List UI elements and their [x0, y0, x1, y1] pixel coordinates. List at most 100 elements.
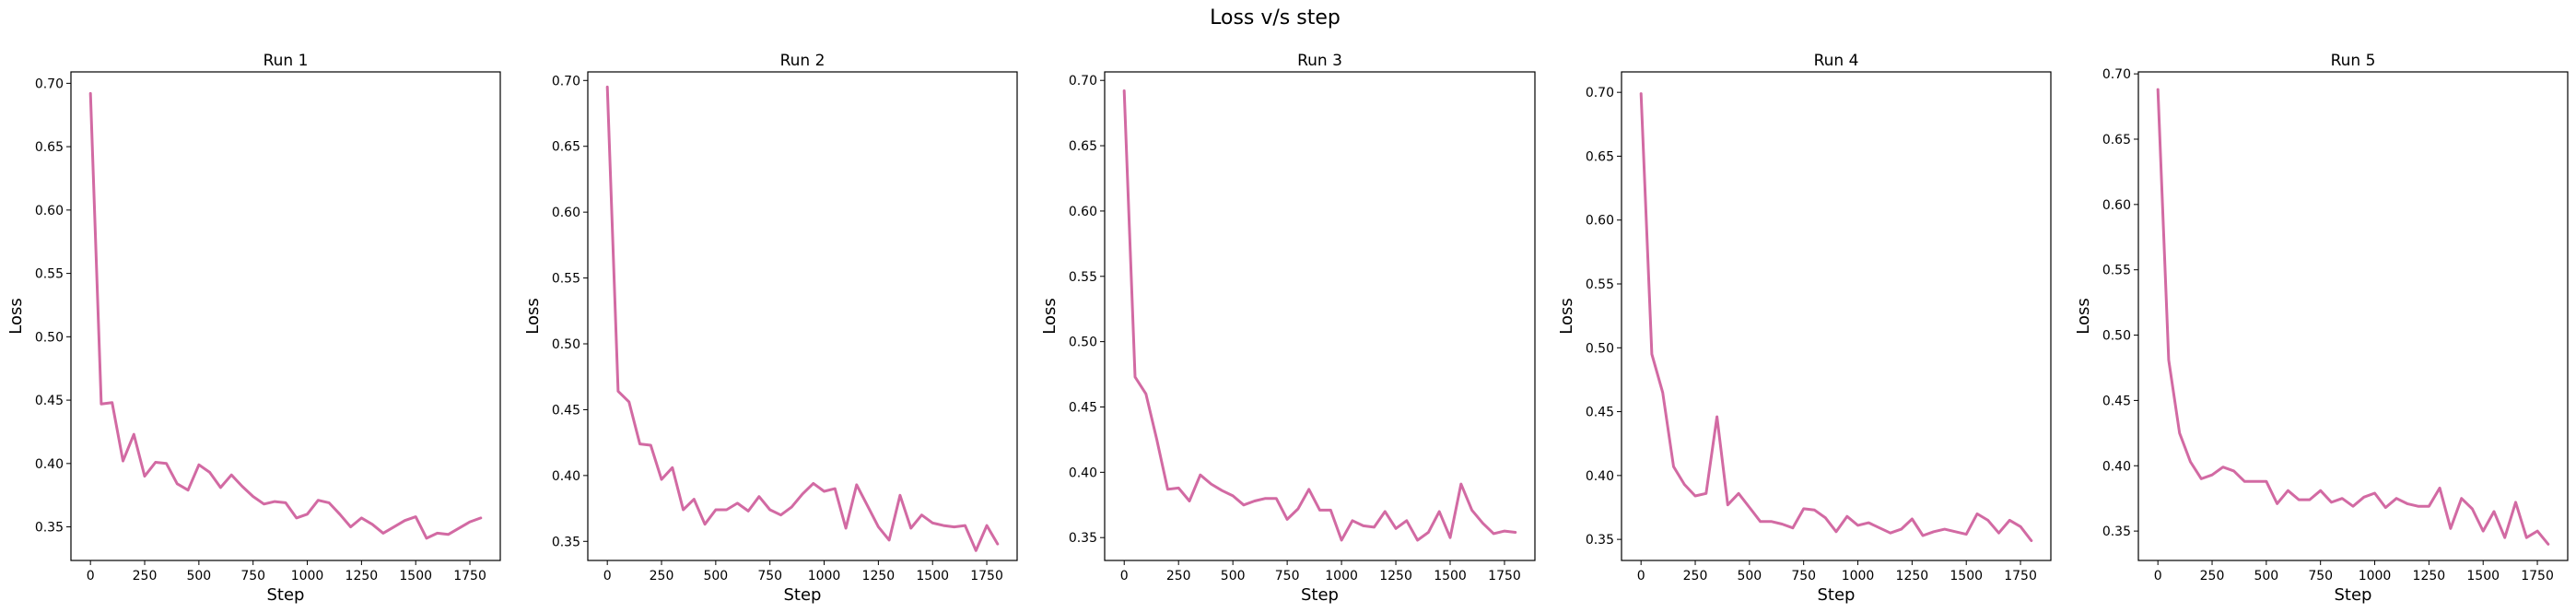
y-tick-label: 0.55 — [2102, 264, 2131, 278]
y-tick-label: 0.45 — [2102, 394, 2131, 408]
x-tick-label: 1250 — [1379, 569, 1412, 584]
x-tick-label: 750 — [240, 569, 265, 584]
loss-line-series-1 — [605, 85, 1000, 552]
y-tick-label: 0.60 — [552, 206, 580, 220]
x-tick-label: 750 — [757, 569, 782, 584]
x-tick-label: 1000 — [1325, 569, 1358, 584]
x-tick-label: 1000 — [808, 569, 841, 584]
x-tick-label: 250 — [1683, 569, 1708, 584]
y-tick-label: 0.35 — [552, 535, 580, 549]
y-tick-label: 0.60 — [1586, 214, 1614, 229]
y-tick-label: 0.40 — [2102, 459, 2131, 474]
y-tick-label: 0.70 — [35, 77, 64, 91]
y-tick-label: 0.35 — [1069, 531, 1097, 546]
plot-frame — [2137, 71, 2569, 561]
plot-frame — [1621, 71, 2052, 561]
x-tick-label: 1250 — [862, 569, 896, 584]
x-tick-label: 0 — [1637, 569, 1645, 584]
y-tick-label: 0.65 — [2102, 133, 2131, 147]
x-tick-label: 1500 — [399, 569, 432, 584]
x-axis-label: Step — [784, 585, 822, 605]
y-tick-label: 0.50 — [35, 330, 64, 345]
x-tick-label: 1000 — [1842, 569, 1875, 584]
x-tick-label: 1500 — [916, 569, 949, 584]
x-tick-label: 250 — [650, 569, 674, 584]
y-axis-label: Loss — [1557, 298, 1576, 334]
x-tick-label: 0 — [2154, 569, 2162, 584]
x-tick-label: 500 — [2254, 569, 2278, 584]
y-tick-label: 0.55 — [1069, 270, 1097, 285]
y-tick-label: 0.70 — [1586, 86, 1614, 100]
subplot-run-2: Run 2 0 250 500 750 1000 1250 1500 1750 0.35 0.40 0… — [523, 52, 1018, 605]
y-tick-label: 0.70 — [552, 74, 580, 88]
subplot-title: Run 3 — [1297, 52, 1342, 70]
y-tick-label: 0.35 — [35, 521, 64, 536]
subplot-title: Run 2 — [780, 52, 825, 70]
y-tick-label: 0.55 — [35, 267, 64, 282]
x-tick-label: 500 — [1737, 569, 1762, 584]
y-tick-label: 0.40 — [552, 469, 580, 484]
y-tick-label: 0.65 — [1586, 149, 1614, 164]
subplot-title: Run 1 — [263, 52, 309, 70]
y-tick-label: 0.45 — [1069, 400, 1097, 415]
y-tick-label: 0.40 — [1069, 466, 1097, 480]
subplot-title: Run 4 — [1814, 52, 1859, 70]
plot-frame — [70, 71, 501, 561]
subplot-run-5: Run 5 0 250 500 750 1000 1250 1500 1750 0.35 0.40 0… — [2074, 52, 2569, 605]
x-tick-label: 1000 — [291, 569, 324, 584]
subplot-title: Run 5 — [2331, 52, 2376, 70]
y-axis-label: Loss — [2074, 298, 2093, 334]
x-tick-label: 0 — [1120, 569, 1129, 584]
y-tick-label: 0.40 — [35, 457, 64, 472]
x-tick-label: 1750 — [970, 569, 1003, 584]
x-axis-label: Step — [267, 585, 305, 605]
y-tick-label: 0.60 — [1069, 205, 1097, 219]
x-axis-label: Step — [1301, 585, 1339, 605]
loss-line-series-1 — [2156, 88, 2550, 546]
x-tick-label: 0 — [87, 569, 95, 584]
subplot-grid: Run 1 0 250 500 750 1000 1250 1500 1750 0.35 0.40 0… — [6, 52, 2569, 605]
x-tick-label: 750 — [2308, 569, 2333, 584]
x-tick-label: 1750 — [1488, 569, 1521, 584]
x-tick-label: 750 — [1275, 569, 1300, 584]
loss-line-series-1 — [1122, 89, 1517, 542]
x-tick-label: 250 — [1166, 569, 1191, 584]
x-tick-label: 500 — [703, 569, 728, 584]
y-tick-label: 0.50 — [1586, 341, 1614, 356]
subplot-run-3: Run 3 0 250 500 750 1000 1250 1500 1750 0.35 0.40 0… — [1040, 52, 1536, 605]
x-tick-label: 0 — [603, 569, 612, 584]
y-tick-label: 0.50 — [2102, 329, 2131, 344]
x-tick-label: 1500 — [1950, 569, 1983, 584]
loss-line-series-1 — [88, 91, 483, 540]
x-tick-label: 750 — [1791, 569, 1816, 584]
y-tick-label: 0.55 — [552, 272, 580, 287]
x-tick-label: 1000 — [2359, 569, 2392, 584]
x-tick-label: 1750 — [453, 569, 486, 584]
x-axis-label: Step — [1818, 585, 1856, 605]
figure-title: Loss v/s step — [1210, 6, 1341, 29]
y-axis-label: Loss — [523, 298, 543, 334]
x-axis-label: Step — [2335, 585, 2372, 605]
y-axis-label: Loss — [6, 298, 26, 334]
x-tick-label: 1250 — [345, 569, 379, 584]
y-tick-label: 0.55 — [1586, 277, 1614, 292]
x-tick-label: 1500 — [2466, 569, 2500, 584]
y-tick-label: 0.65 — [35, 140, 64, 155]
x-tick-label: 250 — [2200, 569, 2225, 584]
y-tick-label: 0.40 — [1586, 469, 1614, 484]
x-tick-label: 250 — [133, 569, 158, 584]
x-tick-label: 1250 — [1896, 569, 1929, 584]
subplot-run-1: Run 1 0 250 500 750 1000 1250 1500 1750 0.35 0.40 0… — [6, 52, 501, 605]
loss-line-series-1 — [1639, 92, 2033, 542]
x-tick-label: 500 — [1221, 569, 1246, 584]
y-tick-label: 0.70 — [2102, 67, 2131, 82]
y-tick-label: 0.50 — [552, 337, 580, 352]
y-axis-label: Loss — [1040, 298, 1060, 334]
plot-frame — [587, 71, 1018, 561]
x-tick-label: 500 — [186, 569, 211, 584]
y-tick-label: 0.45 — [552, 403, 580, 418]
plot-frame — [1104, 71, 1536, 561]
x-tick-label: 1750 — [2521, 569, 2554, 584]
y-tick-label: 0.45 — [1586, 406, 1614, 420]
